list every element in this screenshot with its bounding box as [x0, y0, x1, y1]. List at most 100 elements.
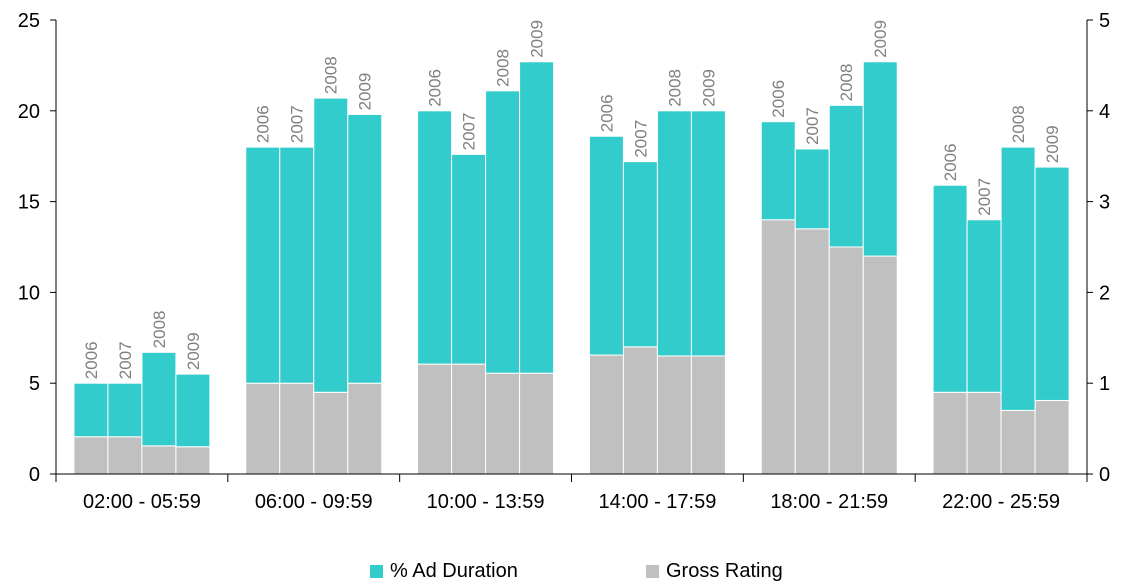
year-label: 2008 [150, 310, 169, 348]
y-right-tick-label: 1 [1099, 373, 1110, 395]
year-label: 2009 [356, 73, 375, 111]
ad-duration-bar [313, 97, 349, 393]
ad-duration-bar [760, 121, 796, 221]
y-right-tick-label: 2 [1099, 282, 1110, 304]
year-label: 2008 [322, 56, 341, 94]
ad-duration-bar [794, 148, 830, 230]
gross-rating-bar [451, 363, 487, 475]
ad-duration-bar [656, 110, 692, 357]
category-label: 18:00 - 21:59 [770, 491, 888, 513]
y-right-tick-label: 5 [1099, 10, 1110, 32]
year-label: 2006 [597, 94, 616, 132]
legend-label-gross-rating: Gross Rating [666, 560, 783, 582]
legend-label-ad-duration: % Ad Duration [390, 560, 518, 582]
y-left-tick-label: 25 [18, 10, 40, 32]
ad-duration-bar [622, 161, 658, 348]
gross-rating-bar [313, 391, 349, 475]
gross-rating-bar [794, 228, 830, 475]
gross-rating-bar [862, 255, 898, 475]
chart: 02:00 - 05:59 06:00 - 09:59 10:00 - 13:59 1… [18, 10, 1110, 513]
year-label: 2006 [941, 143, 960, 181]
gross-rating-bar [966, 391, 1002, 475]
ad-duration-bar [485, 90, 521, 374]
ad-duration-bar [73, 382, 109, 438]
gross-rating-bar [485, 372, 521, 475]
gross-rating-bar [932, 391, 968, 475]
gross-rating-bar [519, 372, 555, 475]
year-labels: 2006 2007 2008 2009 2006 2007 2008 2009 2006 2007… [82, 20, 1062, 379]
legend-swatch-gross-rating [646, 565, 659, 578]
ad-duration-bar [966, 219, 1002, 393]
gross-rating-bar [690, 355, 726, 475]
year-label: 2007 [975, 178, 994, 216]
gross-rating-bar [141, 445, 177, 475]
ad-duration-bar [141, 351, 177, 447]
y-left-tick-label: 0 [29, 464, 40, 486]
gross-rating-bar [622, 346, 658, 475]
y-left-tick-label: 20 [18, 101, 40, 123]
year-label: 2007 [631, 120, 650, 158]
ad-duration-bar [107, 382, 143, 438]
ad-duration-bar [932, 184, 968, 393]
ad-duration-bar [828, 104, 864, 248]
gross-rating-bar [107, 436, 143, 475]
year-label: 2008 [494, 49, 513, 87]
legend-item-gross-rating: Gross Rating [646, 560, 783, 583]
y-right-tick-label: 0 [1099, 464, 1110, 486]
gross-rating-bar [73, 436, 109, 475]
gross-rating-bar [828, 246, 864, 475]
ad-duration-bar [175, 373, 211, 448]
gross-rating-bar [175, 446, 211, 475]
gross-rating-bar [588, 354, 624, 475]
gross-rating-bar [1000, 409, 1036, 475]
y-right-tick-label: 4 [1099, 101, 1110, 123]
year-label: 2008 [1009, 105, 1028, 143]
category-label: 10:00 - 13:59 [427, 491, 545, 513]
year-label: 2008 [665, 69, 684, 107]
legend-item-ad-duration: % Ad Duration [370, 560, 518, 583]
axes: 02:00 - 05:59 06:00 - 09:59 10:00 - 13:59 1… [18, 10, 1110, 513]
y-right-tick-label: 3 [1099, 192, 1110, 214]
year-label: 2007 [116, 341, 135, 379]
ad-duration-bar [245, 146, 281, 384]
year-label: 2007 [460, 113, 479, 151]
y-left-tick-label: 10 [18, 282, 40, 304]
ad-duration-bar [347, 113, 383, 384]
year-label: 2006 [426, 69, 445, 107]
legend-swatch-ad-duration [370, 565, 383, 578]
gross-rating-bars [73, 219, 1070, 475]
year-label: 2009 [699, 69, 718, 107]
year-label: 2009 [871, 20, 890, 58]
ad-duration-bar [1000, 146, 1036, 411]
ad-duration-bar [588, 135, 624, 356]
year-label: 2008 [837, 64, 856, 102]
ad-duration-bar [519, 61, 555, 374]
year-label: 2007 [288, 105, 307, 143]
gross-rating-bar [279, 382, 315, 475]
category-label: 14:00 - 17:59 [598, 491, 716, 513]
year-label: 2006 [254, 105, 273, 143]
ad-duration-bar [279, 146, 315, 384]
year-label: 2009 [184, 332, 203, 370]
gross-rating-bar [656, 355, 692, 475]
gross-rating-bar [417, 363, 453, 475]
legend: % Ad Duration Gross Rating [0, 560, 1127, 586]
gross-rating-bar [760, 219, 796, 475]
year-label: 2006 [769, 80, 788, 118]
category-label: 22:00 - 25:59 [942, 491, 1060, 513]
gross-rating-bar [347, 382, 383, 475]
year-label: 2009 [1043, 125, 1062, 163]
category-label: 02:00 - 05:59 [83, 491, 201, 513]
ad-duration-bars [73, 61, 1070, 448]
year-label: 2007 [803, 107, 822, 145]
ad-duration-bar [417, 110, 453, 365]
y-left-tick-label: 5 [29, 373, 40, 395]
y-left-tick-label: 15 [18, 192, 40, 214]
category-label: 06:00 - 09:59 [255, 491, 373, 513]
ad-duration-bar [1034, 166, 1070, 401]
year-label: 2009 [528, 20, 547, 58]
year-label: 2006 [82, 341, 101, 379]
gross-rating-bar [245, 382, 281, 475]
ad-duration-bar [862, 61, 898, 257]
gross-rating-bar [1034, 399, 1070, 475]
